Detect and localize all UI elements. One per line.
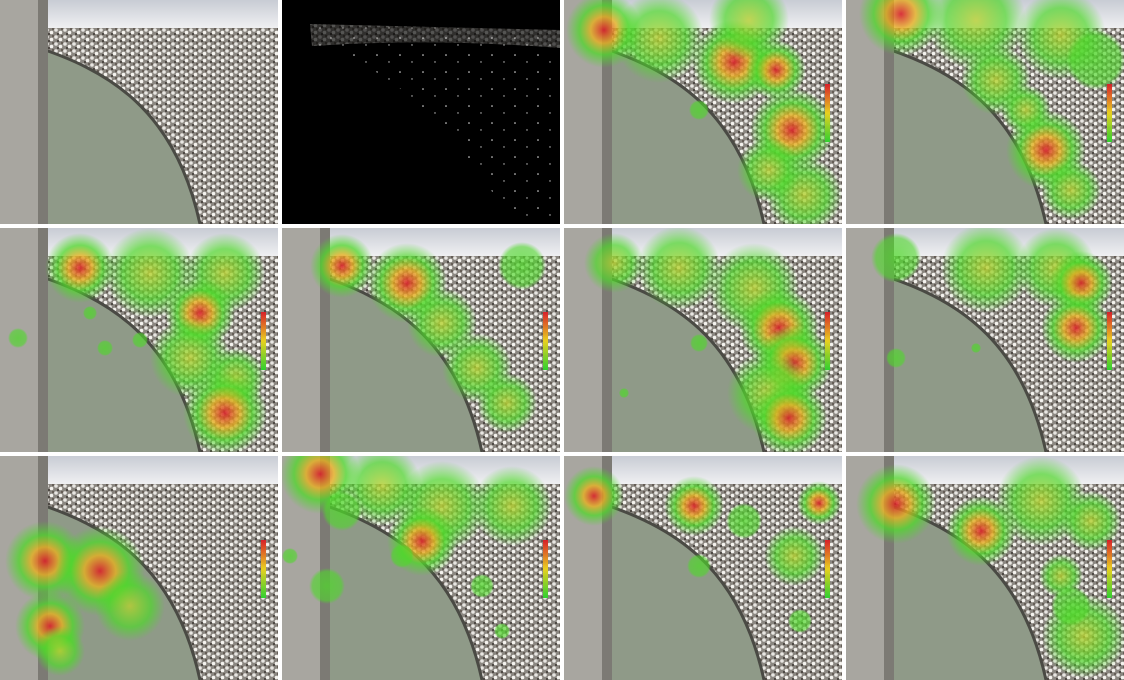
heat-blob — [1061, 491, 1121, 551]
heat-blob — [687, 554, 711, 578]
floor — [876, 501, 1046, 680]
panel — [564, 0, 842, 224]
color-bar — [1107, 540, 1112, 598]
point-cloud — [310, 25, 560, 224]
heat-blob — [764, 526, 824, 586]
color-bar — [825, 84, 830, 142]
panel — [846, 0, 1124, 224]
pillar-shade — [38, 0, 48, 224]
floor — [30, 45, 200, 224]
heat-blob — [689, 100, 709, 120]
pillar-shade — [602, 456, 612, 680]
panel — [282, 456, 560, 680]
heat-blob — [726, 503, 762, 539]
panel — [0, 228, 278, 452]
heat-blob — [856, 464, 936, 544]
floor — [594, 501, 764, 680]
heat-blob — [737, 138, 801, 202]
floor — [312, 501, 482, 680]
heat-blob — [183, 371, 267, 452]
heat-blob — [498, 242, 546, 290]
heat-blob — [83, 306, 97, 320]
pillar-shade — [320, 456, 330, 680]
heat-blob — [886, 348, 906, 368]
heat-blob — [132, 332, 148, 348]
color-bar — [825, 312, 830, 370]
heat-blob — [477, 373, 537, 433]
floor — [30, 273, 200, 452]
floor — [876, 273, 1046, 452]
panel — [0, 0, 278, 224]
heat-blob — [690, 334, 708, 352]
color-bar — [261, 312, 266, 370]
color-bar — [543, 312, 548, 370]
pillar-shade — [602, 0, 612, 224]
color-bar — [1107, 312, 1112, 370]
pillar-shade — [884, 0, 894, 224]
heat-blob — [614, 0, 704, 83]
floor-edge — [875, 271, 1048, 452]
heat-blob — [8, 328, 28, 348]
color-bar — [1107, 84, 1112, 142]
heat-blob — [637, 228, 721, 310]
pillar-shade — [884, 228, 894, 452]
heat-blob — [859, 0, 943, 56]
color-bar — [825, 540, 830, 598]
heat-blob — [871, 233, 921, 283]
pillar-shade — [602, 228, 612, 452]
pillar-shade — [320, 228, 330, 452]
heat-blob — [494, 623, 510, 639]
floor — [594, 273, 764, 452]
heat-blob — [709, 0, 789, 60]
heat-blob — [797, 481, 841, 525]
heat-blob — [584, 233, 644, 293]
heat-blob — [941, 228, 1031, 313]
heat-blob — [664, 476, 724, 536]
heat-blob — [309, 568, 345, 604]
heat-blob — [470, 574, 494, 598]
heat-blob — [282, 548, 298, 564]
floor — [594, 45, 764, 224]
color-bar — [543, 540, 548, 598]
heat-blob — [390, 544, 414, 568]
panel — [0, 456, 278, 680]
dense-points — [310, 24, 560, 48]
floor-edge — [29, 43, 202, 224]
heat-blob — [971, 343, 981, 353]
panel — [282, 0, 560, 224]
panel — [564, 456, 842, 680]
pillar-shade — [884, 456, 894, 680]
heat-blob — [1001, 85, 1051, 135]
heat-blob — [619, 388, 629, 398]
panel — [564, 228, 842, 452]
panel — [846, 228, 1124, 452]
heat-blob — [1041, 160, 1101, 220]
heat-blob — [35, 626, 85, 676]
heat-blob — [564, 466, 624, 526]
color-bar — [261, 540, 266, 598]
floor — [312, 273, 482, 452]
floor — [876, 45, 1046, 224]
heat-blob — [310, 234, 374, 298]
panel — [846, 456, 1124, 680]
heat-blob — [45, 233, 115, 303]
heat-blob — [322, 491, 362, 531]
heat-blob — [751, 380, 827, 452]
heat-blob — [788, 609, 812, 633]
heat-blob — [1051, 586, 1091, 626]
panel — [282, 228, 560, 452]
heat-blob — [1066, 30, 1124, 90]
pillar-shade — [38, 228, 48, 452]
heat-blob — [97, 340, 113, 356]
heat-blob — [472, 466, 552, 546]
heat-blob — [1041, 293, 1111, 363]
heat-blob — [95, 571, 165, 641]
